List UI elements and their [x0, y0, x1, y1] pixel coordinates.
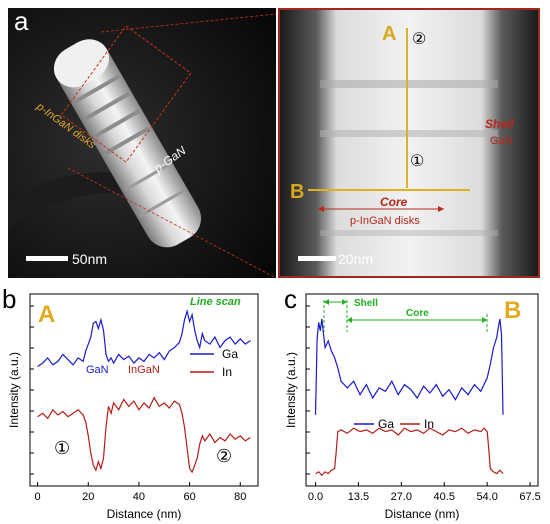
chart-c-profile-letter: B — [504, 297, 521, 324]
c-xtick-label-4: 54.0 — [476, 491, 497, 503]
scale-bar-50nm — [26, 256, 68, 261]
b-xtick-label-4: 80 — [234, 491, 246, 503]
chart-c-legend-ga: Ga — [378, 417, 394, 431]
label-shell-gan: GaN — [490, 135, 513, 147]
chart-b-profile-letter: A — [38, 301, 55, 328]
label-a: A — [382, 23, 396, 45]
chart-c: 0.0 13.5 27.0 40.5 54.0 67.5 B Shell Core Ga … — [284, 293, 541, 521]
nanorod — [53, 39, 202, 248]
chart-b-legend-ga: Ga — [222, 347, 238, 361]
label-shell: Shell — [485, 117, 514, 131]
chart-b-line-scan-label: Line scan — [190, 296, 241, 308]
disk-band-1 — [72, 74, 120, 105]
disk-band-5 — [123, 162, 171, 192]
b-xtick-label-0: 0 — [35, 491, 41, 503]
nanorod-tip — [53, 39, 110, 88]
chart-c-legend-in: In — [424, 417, 434, 431]
chart-b-xlabel: Distance (nm) — [107, 507, 182, 521]
disk-band-4 — [102, 126, 150, 156]
chart-b: 0 20 40 60 80 A Line scan GaN InGaN ① ② Ga I… — [7, 293, 259, 521]
c-series-ga-line — [314, 318, 504, 415]
tem-overview-svg: p-InGaN disks p-GaN 50nm — [8, 8, 276, 278]
c-xtick-label-3: 40.5 — [434, 491, 455, 503]
chart-c-core-label: Core — [406, 308, 429, 319]
chart-b-legend-in: In — [222, 365, 232, 379]
chart-c-shell-label: Shell — [354, 298, 378, 309]
scale-bar-20nm — [298, 256, 336, 261]
chart-b-ingan-label: InGaN — [128, 364, 160, 376]
tem-zoom-image: A B ② ① Shell GaN Core p-InGaN disks 20n… — [278, 8, 540, 278]
label-core-material: p-InGaN disks — [350, 215, 420, 227]
label-circle-1: ① — [410, 153, 424, 170]
b-xtick-label-3: 60 — [183, 491, 195, 503]
zoom-disk-band-2 — [320, 130, 498, 137]
panel-letter-c: c — [284, 284, 297, 314]
zoom-guide-top — [100, 13, 276, 33]
zoom-disk-band-3 — [320, 230, 498, 236]
tem-zoom-svg: A B ② ① Shell GaN Core p-InGaN disks 20n… — [280, 10, 538, 276]
disk-band-3 — [92, 109, 140, 139]
panel-letter-b: b — [2, 284, 17, 314]
chart-b-circle-1: ① — [54, 438, 70, 458]
label-circle-2: ② — [412, 31, 426, 48]
b-xtick-label-2: 40 — [133, 491, 145, 503]
c-series-in-line — [315, 427, 504, 477]
scale-label-20nm: 20nm — [338, 251, 373, 267]
tem-overview-image: p-InGaN disks p-GaN 50nm — [8, 8, 276, 278]
chart-b-circle-2: ② — [216, 446, 232, 466]
chart-b-ylabel: Intensity (a.u.) — [7, 352, 21, 428]
scale-label-50nm: 50nm — [72, 251, 107, 267]
chart-c-ylabel: Intensity (a.u.) — [284, 352, 298, 428]
zoom-disk-band-1 — [320, 80, 498, 88]
chart-c-xlabel: Distance (nm) — [385, 507, 460, 521]
label-core: Core — [380, 195, 408, 209]
disk-band-2 — [82, 91, 130, 122]
c-xtick-label-5: 67.5 — [519, 491, 540, 503]
panel-letter-a: a — [14, 6, 29, 36]
label-b: B — [290, 181, 304, 203]
c-xtick-label-0: 0.0 — [308, 491, 323, 503]
b-series-in-line — [37, 396, 251, 474]
c-xtick-label-1: 13.5 — [348, 491, 369, 503]
b-series-ga-line — [37, 308, 251, 367]
zoom-background — [280, 10, 538, 276]
b-xtick-label-1: 20 — [82, 491, 94, 503]
disk-band-6 — [138, 188, 186, 218]
c-xtick-label-2: 27.0 — [391, 491, 412, 503]
zoom-guide-bottom — [67, 167, 276, 278]
chart-b-gan-label: GaN — [86, 364, 109, 376]
